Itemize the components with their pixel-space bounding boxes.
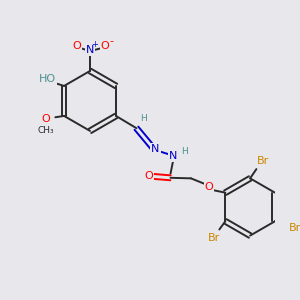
Text: H: H [181,147,188,156]
Text: -: - [109,37,113,46]
Text: N: N [169,151,177,161]
Text: O: O [41,114,50,124]
Text: Br: Br [289,223,300,233]
Text: +: + [92,40,98,49]
Text: O: O [205,182,214,192]
Text: Br: Br [256,157,269,166]
Text: O: O [100,40,109,51]
Text: CH₃: CH₃ [37,126,54,135]
Text: HO: HO [39,74,56,84]
Text: O: O [73,40,81,51]
Text: H: H [140,114,147,123]
Text: O: O [144,171,153,182]
Text: Br: Br [208,232,220,243]
Text: N: N [151,144,160,154]
Text: N: N [86,45,94,55]
